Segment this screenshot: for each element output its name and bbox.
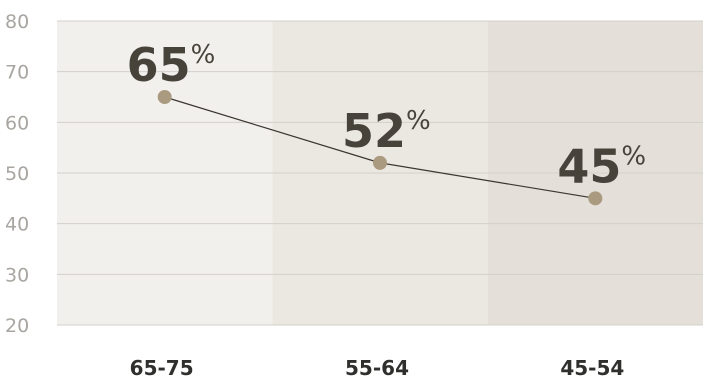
data-labels: 65%52%45% [127,38,646,193]
gridlines [57,20,703,326]
y-tick-label: 50 [5,163,29,185]
data-label-suffix: % [621,141,646,171]
y-tick-label: 60 [5,112,29,134]
data-points [157,90,603,206]
y-tick-label: 30 [5,264,29,286]
x-tick-label: 45-54 [560,356,624,380]
data-label: 45% [557,139,646,193]
data-label-suffix: % [406,106,431,136]
data-label-suffix: % [191,40,216,70]
data-point [373,155,387,170]
x-tick-label: 65-75 [130,356,194,380]
data-label-value: 45 [557,139,621,193]
y-axis: 20 30 40 50 60 70 80 [5,11,29,337]
data-point [157,90,172,104]
data-label-value: 52 [342,104,406,158]
data-label: 65% [127,38,216,92]
y-tick-label: 20 [5,315,29,337]
data-label-value: 65 [127,38,191,92]
y-tick-label: 40 [5,214,29,236]
y-tick-label: 70 [5,62,29,84]
x-axis: 65-75 55-64 45-54 [130,356,625,380]
x-tick-label: 55-64 [345,356,409,380]
y-tick-label: 80 [5,11,29,33]
data-label: 52% [342,104,431,158]
data-point [588,191,603,206]
